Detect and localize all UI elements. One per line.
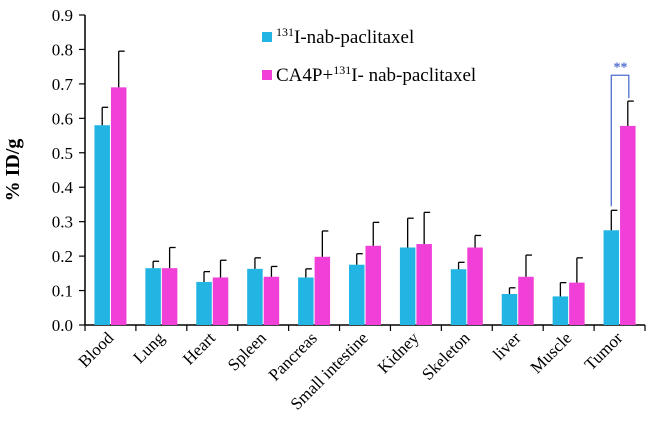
bar-series2-blood bbox=[110, 87, 127, 325]
category-label: liver bbox=[489, 328, 525, 364]
y-tick-label: 0.0 bbox=[52, 316, 73, 335]
legend-label: 131I-nab-paclitaxel bbox=[276, 25, 414, 48]
bar-series2-tumor bbox=[620, 125, 636, 326]
y-tick-label: 0.1 bbox=[52, 282, 73, 301]
legend-swatch bbox=[262, 70, 272, 80]
category-label: Kidney bbox=[374, 328, 423, 377]
y-tick-label: 0.2 bbox=[52, 247, 73, 266]
category-label: Spleen bbox=[224, 328, 271, 375]
significance-label: ** bbox=[614, 60, 628, 75]
category-label: Muscle bbox=[527, 328, 576, 377]
category-label: Skeleton bbox=[418, 328, 474, 384]
bar-series1-heart bbox=[196, 281, 212, 325]
legend-label: CA4P+131I- nab-paclitaxel bbox=[276, 63, 476, 86]
bar-series2-small-intestine bbox=[365, 245, 381, 325]
category-label: Tumor bbox=[581, 328, 627, 374]
category-label: Blood bbox=[74, 328, 117, 371]
bar-series1-spleen bbox=[247, 268, 263, 325]
legend: 131I-nab-paclitaxel CA4P+131I- nab-paclit… bbox=[262, 25, 476, 86]
bar-series1-muscle bbox=[552, 296, 569, 325]
bar-series2-lung bbox=[161, 268, 178, 325]
bar-series2-muscle bbox=[569, 282, 585, 325]
y-axis-ticks: 0.0 0.1 0.2 0.3 0.4 0.5 0.6 0.7 0.8 0.9 bbox=[52, 6, 85, 335]
bar-series2-skeleton bbox=[467, 247, 483, 325]
bar-series2-spleen bbox=[263, 276, 280, 325]
y-tick-label: 0.5 bbox=[52, 144, 73, 163]
bar-series1-skeleton bbox=[450, 269, 467, 325]
bar-series2-liver bbox=[518, 276, 534, 325]
y-tick-label: 0.9 bbox=[52, 6, 73, 25]
bar-series2-pancreas bbox=[314, 256, 331, 325]
y-tick-label: 0.8 bbox=[52, 40, 73, 59]
bar-series1-liver bbox=[501, 294, 518, 325]
error-bars bbox=[101, 50, 634, 297]
bar-series2-heart bbox=[212, 277, 229, 325]
bar-series1-small-intestine bbox=[349, 264, 365, 325]
bar-series1-pancreas bbox=[298, 277, 314, 325]
bars bbox=[94, 87, 636, 326]
y-tick-label: 0.6 bbox=[52, 109, 73, 128]
bar-series1-lung bbox=[145, 268, 161, 325]
bar-series1-blood bbox=[94, 125, 110, 325]
category-label: Lung bbox=[129, 328, 168, 367]
axes bbox=[84, 15, 646, 331]
legend-swatch bbox=[262, 32, 272, 42]
y-tick-label: 0.4 bbox=[52, 178, 74, 197]
significance-bracket bbox=[610, 74, 630, 207]
bar-series1-tumor bbox=[603, 230, 620, 325]
category-label: Heart bbox=[179, 328, 219, 368]
y-axis-label: % ID/g bbox=[2, 139, 24, 202]
y-tick-label: 0.3 bbox=[52, 213, 73, 232]
y-tick-label: 0.7 bbox=[52, 75, 74, 94]
bar-series1-kidney bbox=[399, 247, 416, 325]
significance-annotations: ** bbox=[610, 60, 630, 207]
bar-series2-kidney bbox=[416, 244, 432, 325]
